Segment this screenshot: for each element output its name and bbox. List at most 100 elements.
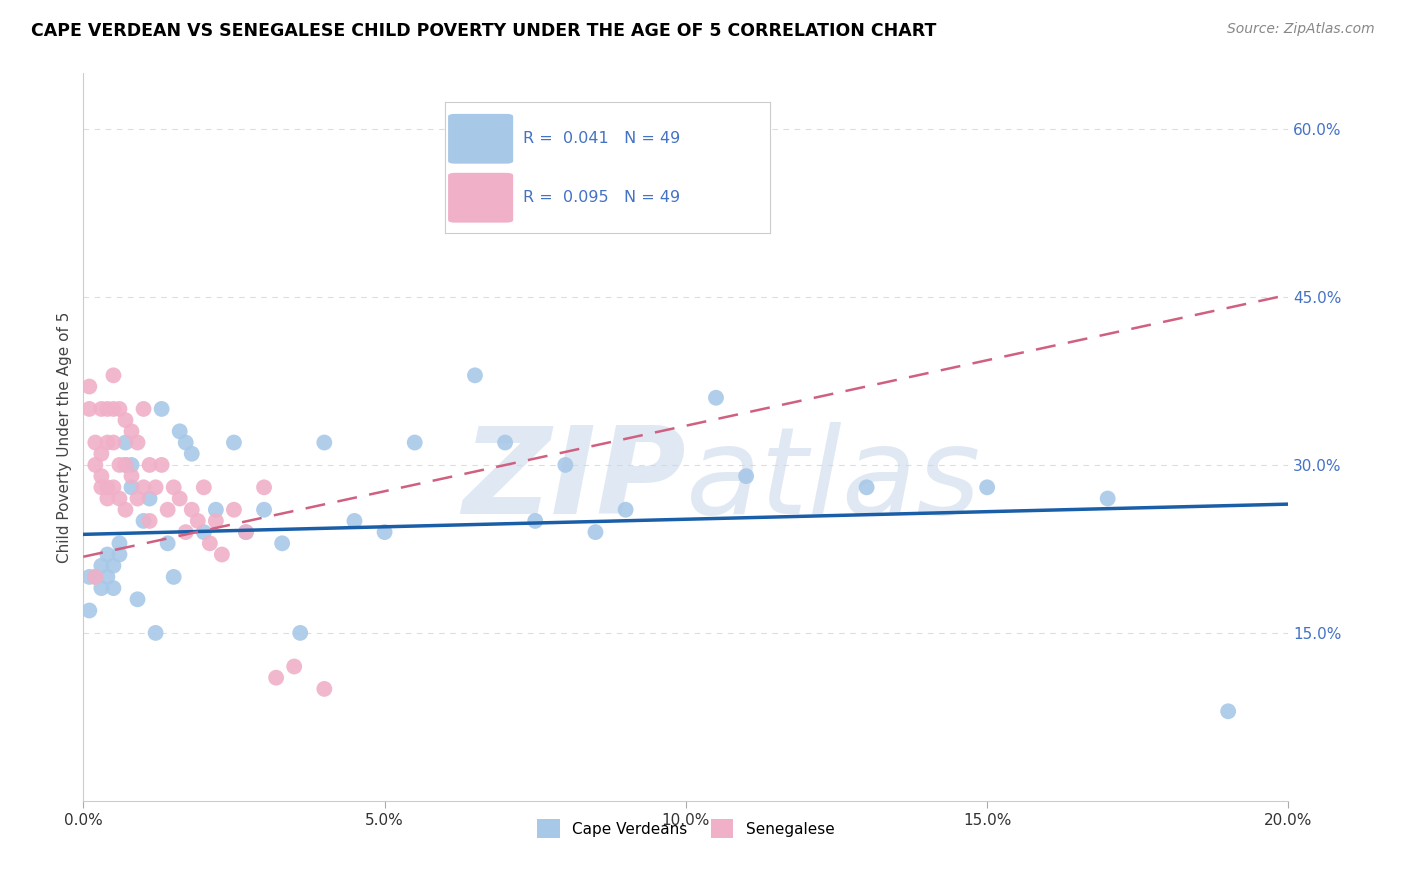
Point	[103, 480, 125, 494]
Point	[127, 592, 149, 607]
Point	[96, 570, 118, 584]
Point	[84, 570, 107, 584]
Point	[114, 502, 136, 516]
Point	[96, 480, 118, 494]
Point	[253, 502, 276, 516]
Point	[704, 391, 727, 405]
Point	[145, 626, 167, 640]
Point	[132, 514, 155, 528]
Point	[79, 379, 101, 393]
Point	[79, 401, 101, 416]
Point	[855, 480, 877, 494]
Point	[180, 502, 202, 516]
Point	[90, 447, 112, 461]
Point	[976, 480, 998, 494]
Point	[84, 570, 107, 584]
Point	[96, 435, 118, 450]
Point	[156, 536, 179, 550]
Point	[96, 548, 118, 562]
Point	[90, 401, 112, 416]
Point	[84, 458, 107, 472]
Point	[163, 480, 186, 494]
Point	[103, 581, 125, 595]
Point	[222, 502, 245, 516]
Point	[614, 502, 637, 516]
Point	[524, 514, 547, 528]
Point	[343, 514, 366, 528]
Point	[156, 502, 179, 516]
Point	[211, 548, 233, 562]
Point	[1097, 491, 1119, 506]
Point	[235, 525, 257, 540]
Point	[464, 368, 486, 383]
Text: atlas: atlas	[686, 422, 981, 539]
Text: Source: ZipAtlas.com: Source: ZipAtlas.com	[1227, 22, 1375, 37]
Point	[121, 469, 143, 483]
Point	[174, 525, 197, 540]
Point	[138, 514, 160, 528]
Point	[145, 480, 167, 494]
Point	[132, 480, 155, 494]
Point	[90, 469, 112, 483]
Point	[108, 548, 131, 562]
Point	[127, 435, 149, 450]
Point	[290, 626, 312, 640]
Point	[675, 189, 697, 203]
Point	[90, 558, 112, 573]
Point	[121, 480, 143, 494]
Point	[187, 514, 209, 528]
Text: CAPE VERDEAN VS SENEGALESE CHILD POVERTY UNDER THE AGE OF 5 CORRELATION CHART: CAPE VERDEAN VS SENEGALESE CHILD POVERTY…	[31, 22, 936, 40]
Point	[114, 413, 136, 427]
Point	[121, 425, 143, 439]
Point	[108, 536, 131, 550]
Point	[1218, 704, 1240, 718]
Point	[108, 401, 131, 416]
Point	[264, 671, 287, 685]
Point	[138, 491, 160, 506]
Point	[314, 435, 336, 450]
Point	[198, 536, 221, 550]
Point	[96, 401, 118, 416]
Legend: Cape Verdeans, Senegalese: Cape Verdeans, Senegalese	[531, 814, 841, 844]
Point	[90, 480, 112, 494]
Point	[127, 491, 149, 506]
Point	[253, 480, 276, 494]
Point	[103, 401, 125, 416]
Point	[193, 480, 215, 494]
Point	[138, 458, 160, 472]
Point	[132, 401, 155, 416]
Point	[735, 469, 758, 483]
Point	[169, 491, 191, 506]
Point	[108, 491, 131, 506]
Point	[108, 458, 131, 472]
Point	[174, 435, 197, 450]
Point	[79, 603, 101, 617]
Point	[114, 458, 136, 472]
Point	[114, 435, 136, 450]
Point	[283, 659, 305, 673]
Point	[84, 435, 107, 450]
Point	[494, 435, 516, 450]
Point	[205, 502, 228, 516]
Point	[554, 458, 576, 472]
Point	[103, 368, 125, 383]
Point	[90, 581, 112, 595]
Point	[103, 558, 125, 573]
Point	[404, 435, 426, 450]
Point	[169, 425, 191, 439]
Point	[205, 514, 228, 528]
Point	[103, 435, 125, 450]
Point	[193, 525, 215, 540]
Point	[374, 525, 396, 540]
Point	[96, 491, 118, 506]
Point	[150, 458, 173, 472]
Text: ZIP: ZIP	[463, 422, 686, 539]
Point	[222, 435, 245, 450]
Point	[585, 525, 607, 540]
Point	[235, 525, 257, 540]
Point	[114, 458, 136, 472]
Point	[180, 447, 202, 461]
Point	[314, 681, 336, 696]
Point	[271, 536, 294, 550]
Y-axis label: Child Poverty Under the Age of 5: Child Poverty Under the Age of 5	[58, 311, 72, 563]
